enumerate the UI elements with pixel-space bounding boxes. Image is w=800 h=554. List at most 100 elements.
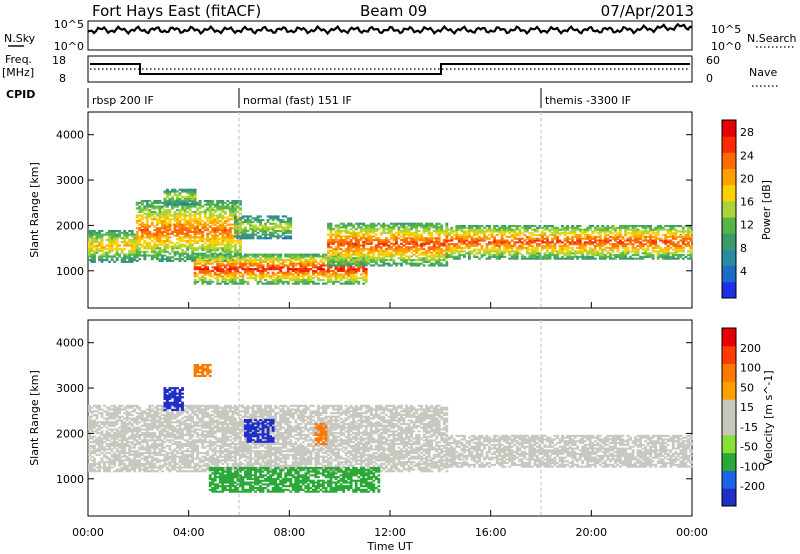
heatmap-cell <box>342 224 346 227</box>
heatmap-cell <box>629 250 632 253</box>
heatmap-cell <box>606 255 610 258</box>
heatmap-cell <box>256 268 260 271</box>
heatmap-cell <box>100 452 104 455</box>
heatmap-cell <box>259 271 262 274</box>
heatmap-cell <box>103 462 106 466</box>
heatmap-cell <box>259 262 262 265</box>
heatmap-cell <box>115 421 119 424</box>
heatmap-cell <box>163 199 167 202</box>
heatmap-cell <box>196 260 200 263</box>
heatmap-cell <box>626 228 630 231</box>
heatmap-cell <box>176 225 179 228</box>
heatmap-cell <box>334 235 338 238</box>
heatmap-cell <box>566 235 570 239</box>
heatmap-cell <box>218 257 222 260</box>
heatmap-cell <box>432 255 436 258</box>
heatmap-cell <box>435 259 439 262</box>
heatmap-cell <box>437 264 441 267</box>
heatmap-cell <box>223 243 227 246</box>
heatmap-cell <box>90 233 94 236</box>
heatmap-cell <box>349 271 353 274</box>
heatmap-cell <box>241 262 245 265</box>
heatmap-cell <box>98 231 101 234</box>
heatmap-cell <box>390 237 393 240</box>
heatmap-cell <box>98 437 101 440</box>
heatmap-cell <box>473 241 476 244</box>
heatmap-cell <box>654 241 658 244</box>
heatmap-cell <box>603 239 607 242</box>
heatmap-cell <box>616 248 620 251</box>
heatmap-cell <box>327 233 330 236</box>
heatmap-cell <box>596 243 600 246</box>
heatmap-cell <box>669 255 673 258</box>
heatmap-cell <box>181 199 184 202</box>
heatmap-cell <box>581 257 585 260</box>
heatmap-cell <box>158 258 162 261</box>
heatmap-cell <box>374 244 378 247</box>
heatmap-cell <box>641 244 645 248</box>
heatmap-cell <box>513 255 517 258</box>
heatmap-cell <box>450 232 454 235</box>
heatmap-cell <box>118 444 122 447</box>
heatmap-cell <box>631 225 635 228</box>
heatmap-cell <box>591 255 595 258</box>
heatmap-cell <box>634 232 637 235</box>
heatmap-cell <box>339 279 343 282</box>
heatmap-cell <box>143 223 147 226</box>
heatmap-cell <box>118 406 122 409</box>
heatmap-cell <box>563 228 567 231</box>
heatmap-cell <box>178 243 182 246</box>
heatmap-cell <box>163 201 167 204</box>
heatmap-cell <box>420 259 424 262</box>
heatmap-cell <box>354 259 358 262</box>
heatmap-cell <box>578 246 582 249</box>
heatmap-cell <box>689 225 693 228</box>
heatmap-cell <box>135 220 139 223</box>
heatmap-cell <box>344 226 348 229</box>
heatmap-cell <box>533 254 537 257</box>
heatmap-cell <box>344 240 348 244</box>
heatmap-cell <box>578 225 582 228</box>
heatmap-cell <box>128 257 132 260</box>
heatmap-cell <box>90 410 94 413</box>
heatmap-cell <box>402 231 406 234</box>
heatmap-cell <box>239 257 242 260</box>
heatmap-cell <box>178 239 182 243</box>
heatmap-cell <box>405 242 408 245</box>
heatmap-cell <box>510 257 514 260</box>
heatmap-cell <box>105 231 109 234</box>
heatmap-cell <box>593 230 597 233</box>
heatmap-cell <box>488 257 491 260</box>
heatmap-cell <box>379 248 383 251</box>
heatmap-cell <box>427 264 431 267</box>
heatmap-cell <box>556 237 559 240</box>
heatmap-cell <box>239 241 242 244</box>
heatmap-cell <box>103 468 106 471</box>
heatmap-cell <box>291 264 295 267</box>
heatmap-cell <box>571 225 575 228</box>
heatmap-cell <box>676 244 680 248</box>
heatmap-cell <box>566 244 570 248</box>
heatmap-cell <box>271 222 275 225</box>
heatmap-cell <box>450 250 454 253</box>
heatmap-cell <box>110 257 114 260</box>
heatmap-cell <box>327 228 330 231</box>
heatmap-cell <box>249 259 252 262</box>
heatmap-cell <box>256 231 260 234</box>
heatmap-cell <box>108 246 111 249</box>
heatmap-cell <box>402 235 406 238</box>
heatmap-cell <box>203 229 207 232</box>
heatmap-cell <box>103 470 106 473</box>
heatmap-cell <box>379 249 383 253</box>
heatmap-cell <box>123 462 127 466</box>
heatmap-cell <box>264 222 268 225</box>
heatmap-cell <box>548 241 552 244</box>
heatmap-cell <box>646 241 650 244</box>
heatmap-cell <box>186 205 190 208</box>
heatmap-cell <box>397 244 401 247</box>
heatmap-cell <box>178 209 182 212</box>
heatmap-cell <box>681 250 685 253</box>
heatmap-cell <box>163 258 167 261</box>
heatmap-cell <box>442 257 446 260</box>
